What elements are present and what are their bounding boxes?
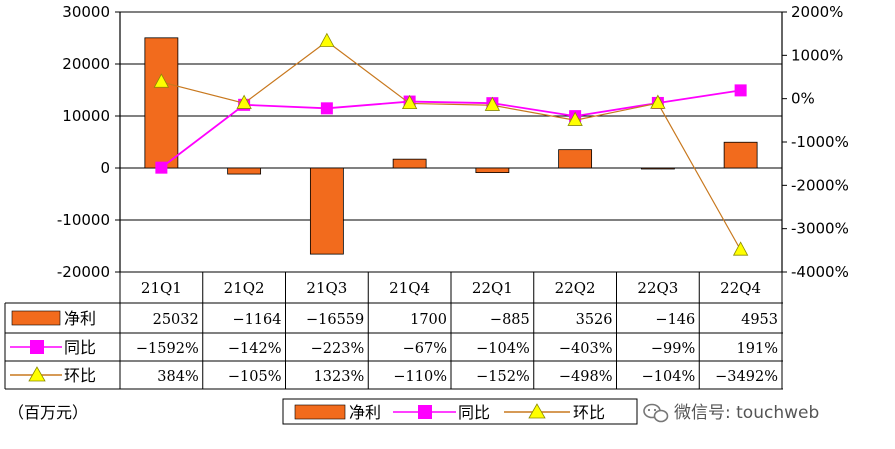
bar-22Q2 [558, 149, 593, 169]
bar-22Q1 [475, 167, 510, 174]
left-axis-ticks: -20000 -10000 0 10000 20000 30000 [57, 3, 120, 281]
left-tick-label: 20000 [62, 55, 110, 73]
table-cell: −104% [476, 341, 530, 357]
row-label: 同比 [64, 338, 96, 357]
point-环比-22Q2 [567, 111, 583, 126]
table-cell: −1592% [136, 341, 199, 357]
data-table: 21Q1 21Q2 21Q3 21Q4 22Q1 22Q2 22Q3 22Q4 净利 25032 −… [4, 271, 783, 390]
table-cell: −146 [655, 312, 695, 328]
legend-label: 同比 [458, 403, 490, 422]
table-cell: −67% [403, 341, 447, 357]
table-cell: 25032 [153, 312, 199, 328]
point-环比-22Q3 [650, 94, 666, 109]
point-环比-22Q4 [732, 241, 749, 256]
table-cell: −142% [228, 341, 282, 357]
bar-21Q2 [227, 167, 262, 175]
watermark: 微信号: touchweb [643, 403, 819, 423]
table-cell: −104% [642, 369, 696, 385]
point-同比-21Q1 [155, 161, 168, 174]
bar-22Q3 [640, 167, 675, 170]
table-cell: −99% [651, 341, 695, 357]
right-tick-label: -4000% [791, 263, 849, 281]
table-cell: −16559 [306, 312, 364, 328]
category-label: 22Q3 [637, 279, 678, 297]
gridlines [120, 11, 782, 221]
category-label: 22Q1 [472, 279, 513, 297]
legend-key-square [418, 405, 432, 419]
category-label: 22Q2 [555, 279, 596, 297]
category-label: 21Q2 [224, 279, 265, 297]
category-label: 22Q4 [720, 279, 761, 297]
bar-21Q4 [392, 158, 427, 169]
legend-key-bar [294, 404, 346, 420]
point-同比-22Q4 [734, 84, 747, 97]
bars [144, 37, 758, 255]
legend-label: 净利 [349, 403, 381, 422]
left-tick-label: 0 [100, 159, 110, 177]
unit-label: （百万元） [8, 403, 88, 422]
watermark-text: 微信号: touchweb [674, 403, 819, 423]
row-label: 环比 [64, 366, 96, 385]
wechat-icon [643, 403, 669, 423]
point-环比-21Q3 [319, 32, 335, 47]
category-label: 21Q3 [306, 279, 347, 297]
left-tick-label: -10000 [57, 211, 110, 229]
table-cell: −498% [559, 369, 613, 385]
left-tick-label: 30000 [62, 3, 110, 21]
axes [119, 12, 783, 272]
table-cell: 1700 [410, 312, 447, 328]
line-同比 [160, 89, 741, 169]
right-axis-ticks: -4000% -3000% -2000% -1000% 0% 1000% 2000% [782, 3, 849, 281]
table-cell: 4953 [741, 312, 778, 328]
right-tick-label: -1000% [791, 133, 849, 151]
point-环比-22Q1 [484, 96, 501, 111]
legend-label: 环比 [573, 403, 605, 422]
point-同比-21Q3 [320, 102, 333, 115]
key-同比 [30, 340, 44, 354]
left-tick-label: -20000 [57, 263, 110, 281]
table-cell: 1323% [314, 369, 365, 385]
row-label: 净利 [64, 309, 96, 328]
right-tick-label: 0% [791, 90, 815, 108]
right-tick-label: 2000% [791, 3, 843, 21]
right-tick-label: -3000% [791, 220, 849, 238]
lines [153, 32, 749, 256]
table-cell: −1164 [232, 312, 281, 328]
point-环比-21Q4 [401, 94, 418, 110]
table-cell: −885 [490, 312, 530, 328]
table-cell: −3492% [715, 369, 778, 385]
legend: 净利 同比 环比 [282, 398, 638, 425]
table-cell: 384% [157, 369, 198, 385]
category-label: 21Q1 [141, 279, 182, 297]
point-环比-21Q1 [153, 73, 170, 88]
table-cell: −110% [393, 369, 447, 385]
point-环比-21Q2 [236, 94, 252, 109]
bar-21Q3 [309, 167, 344, 255]
left-tick-label: 10000 [62, 107, 110, 125]
table-cell: 3526 [576, 312, 613, 328]
line-环比 [161, 40, 742, 251]
key-净利 [11, 310, 61, 326]
category-label: 21Q4 [389, 279, 430, 297]
table-cell: −152% [476, 369, 530, 385]
table-cell: −403% [559, 341, 613, 357]
bar-22Q4 [723, 141, 758, 169]
table-cell: −105% [228, 369, 282, 385]
table-cell: −223% [311, 341, 365, 357]
table-cell: 191% [737, 341, 778, 357]
bar-21Q1 [144, 37, 179, 169]
key-环比 [28, 366, 46, 382]
right-tick-label: 1000% [791, 46, 843, 64]
legend-key-triangle [528, 403, 546, 419]
right-tick-label: -2000% [791, 176, 849, 194]
